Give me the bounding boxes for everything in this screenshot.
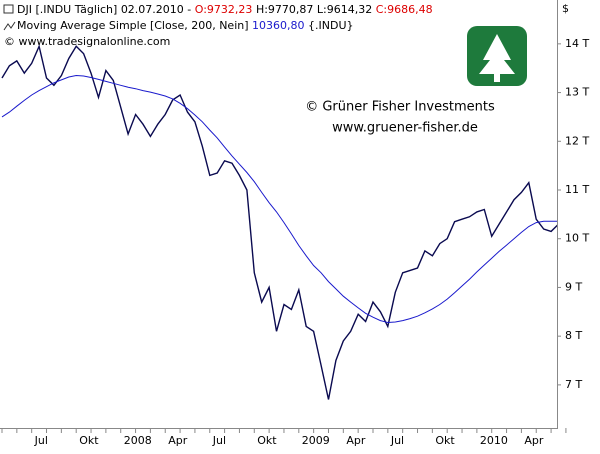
watermark: © Grüner Fisher Investments	[305, 100, 495, 115]
open: O:9732,23	[195, 3, 253, 16]
close: C:9686,48	[376, 3, 433, 16]
y-tick-label: 7 T	[565, 378, 582, 391]
y-tick-label: 9 T	[565, 280, 582, 293]
currency: $	[562, 2, 569, 15]
legend-label: Moving Average Simple [Close, 200, Nein]	[17, 19, 249, 32]
series-line	[1, 44, 557, 400]
y-tick-label: 10 T	[565, 232, 589, 245]
x-tick-label: 2009	[302, 434, 330, 447]
x-tick-label: 2010	[480, 434, 508, 447]
x-tick-label: Okt	[257, 434, 277, 447]
icon	[3, 4, 14, 14]
watermark: www.gruener-fisher.de	[332, 121, 478, 136]
x-tick-label: Okt	[435, 434, 455, 447]
y-tick-label: 13 T	[565, 86, 589, 99]
x-tick-label: 2008	[124, 434, 152, 447]
x-tick-label: Apr	[346, 434, 366, 447]
ma-symbol: {.INDU}	[308, 19, 354, 32]
copyright: © www.tradesignalonline.com	[4, 35, 170, 48]
x-tick-label: Jul	[390, 434, 404, 447]
y-tick-label: 14 T	[565, 37, 589, 50]
high: H:9770,87	[256, 3, 313, 16]
y-tick-label: 8 T	[565, 329, 582, 342]
symbol-text: DJI [.INDU Täglich] 02.07.2010 -	[17, 3, 191, 16]
y-tick-label: 11 T	[565, 183, 589, 196]
x-tick-label: Apr	[524, 434, 544, 447]
series-line	[1, 74, 557, 324]
ma-legend: Moving Average Simple [Close, 200, Nein]…	[17, 19, 354, 32]
icon	[3, 21, 16, 31]
x-tick-label: Apr	[168, 434, 188, 447]
symbol: DJI [.INDU Täglich] 02.07.2010 - O:9732,…	[17, 3, 433, 16]
logo	[467, 26, 527, 86]
plot	[1, 44, 557, 400]
y-tick-label: 12 T	[565, 134, 589, 147]
x-tick-label: Jul	[34, 434, 48, 447]
x-tick-label: Jul	[212, 434, 226, 447]
header: DJI [.INDU Täglich] 02.07.2010 - O:9732,…	[3, 3, 433, 48]
x-tick-label: Okt	[79, 434, 99, 447]
low: L:9614,32	[317, 3, 372, 16]
ma-value: 10360,80	[252, 19, 305, 32]
